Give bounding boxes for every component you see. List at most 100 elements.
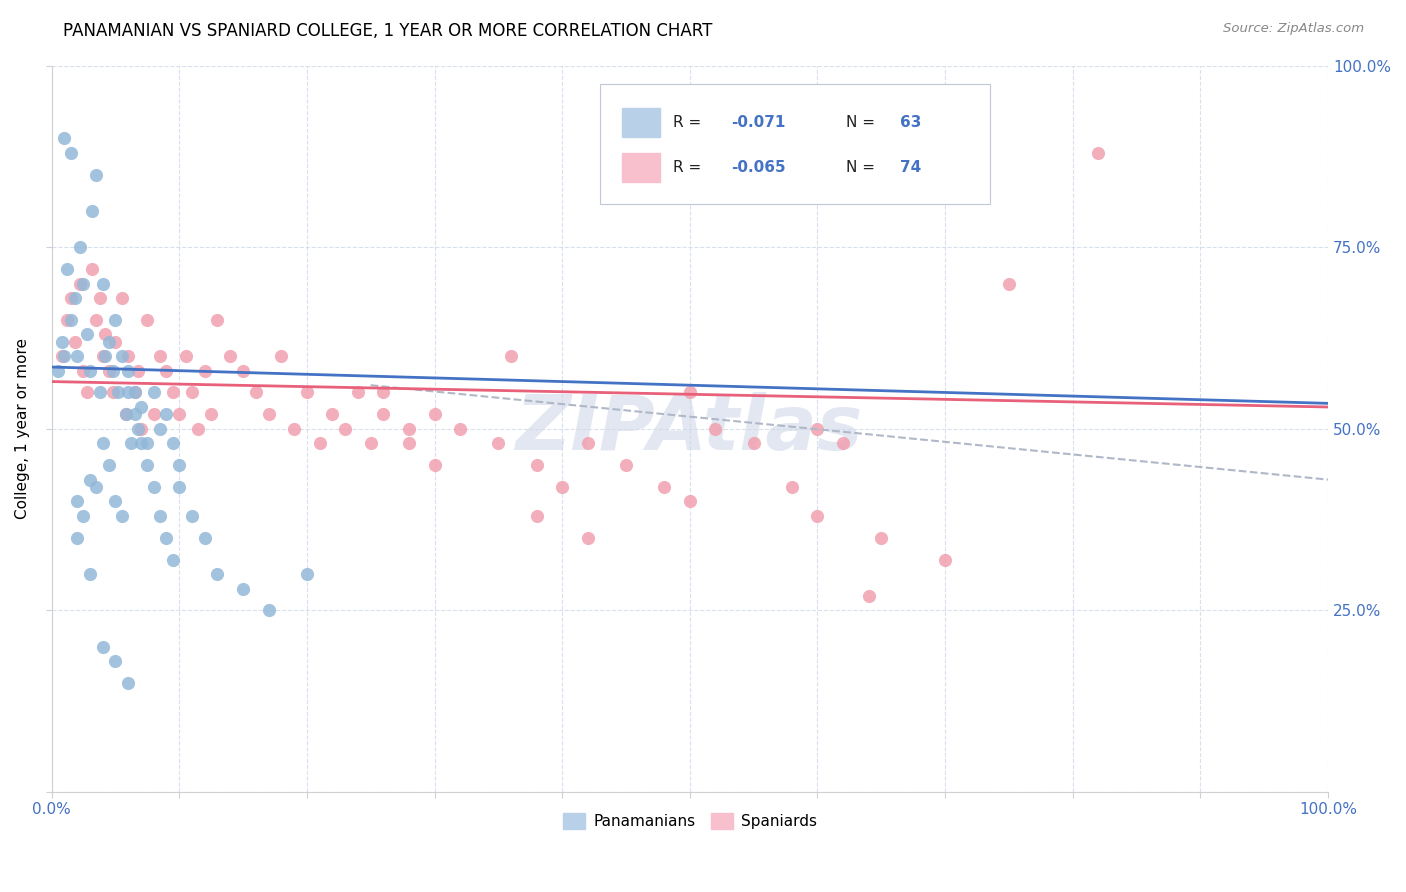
Point: [806, 422, 828, 436]
Point: [114, 407, 136, 421]
Point: [91, 349, 114, 363]
Point: [526, 508, 548, 523]
Point: [501, 349, 523, 363]
Point: [679, 385, 702, 400]
Point: [333, 422, 356, 436]
Point: [551, 480, 574, 494]
Point: [149, 349, 172, 363]
Point: [117, 676, 139, 690]
Point: [142, 385, 165, 400]
Text: 74: 74: [900, 160, 922, 175]
Point: [576, 436, 599, 450]
Point: [181, 508, 204, 523]
Point: [98, 364, 121, 378]
Point: [89, 291, 111, 305]
Point: [72, 364, 94, 378]
Point: [870, 531, 893, 545]
Point: [94, 349, 117, 363]
Point: [72, 508, 94, 523]
Point: [111, 349, 134, 363]
Point: [219, 349, 242, 363]
Point: [79, 364, 101, 378]
Point: [104, 313, 127, 327]
Text: R =: R =: [673, 115, 706, 129]
Point: [107, 385, 129, 400]
Point: [53, 131, 76, 145]
Text: ZIPAtlas: ZIPAtlas: [516, 392, 863, 466]
Point: [283, 422, 305, 436]
Point: [398, 422, 420, 436]
Point: [124, 385, 146, 400]
Point: [127, 364, 149, 378]
Point: [79, 473, 101, 487]
Point: [98, 458, 121, 472]
Point: [104, 654, 127, 668]
Point: [120, 436, 142, 450]
Point: [832, 436, 855, 450]
Point: [124, 407, 146, 421]
Point: [59, 291, 82, 305]
Point: [59, 145, 82, 160]
Point: [46, 364, 69, 378]
Text: Source: ZipAtlas.com: Source: ZipAtlas.com: [1223, 22, 1364, 36]
Point: [806, 508, 828, 523]
Point: [167, 458, 190, 472]
Point: [117, 364, 139, 378]
Text: N =: N =: [845, 160, 880, 175]
Point: [129, 436, 152, 450]
Text: 63: 63: [900, 115, 922, 129]
Point: [155, 364, 177, 378]
Point: [129, 400, 152, 414]
Point: [1087, 145, 1109, 160]
Point: [398, 436, 420, 450]
Point: [51, 334, 73, 349]
Point: [245, 385, 267, 400]
Bar: [623, 108, 661, 136]
Point: [155, 531, 177, 545]
Point: [129, 422, 152, 436]
Point: [63, 291, 86, 305]
Point: [679, 494, 702, 508]
Point: [63, 334, 86, 349]
Point: [270, 349, 292, 363]
Point: [614, 458, 637, 472]
Point: [162, 436, 184, 450]
Point: [79, 567, 101, 582]
Point: [101, 364, 124, 378]
Point: [127, 422, 149, 436]
Point: [51, 349, 73, 363]
Point: [117, 385, 139, 400]
Point: [56, 313, 79, 327]
Point: [360, 436, 382, 450]
Point: [84, 168, 107, 182]
Point: [94, 327, 117, 342]
Point: [101, 385, 124, 400]
Point: [111, 508, 134, 523]
Point: [295, 567, 318, 582]
Point: [207, 313, 229, 327]
Point: [704, 422, 727, 436]
Point: [104, 494, 127, 508]
Point: [72, 277, 94, 291]
Point: [142, 407, 165, 421]
Point: [308, 436, 330, 450]
Text: R =: R =: [673, 160, 706, 175]
Point: [200, 407, 222, 421]
Point: [347, 385, 370, 400]
Point: [155, 407, 177, 421]
Point: [56, 262, 79, 277]
Legend: Panamanians, Spaniards: Panamanians, Spaniards: [557, 807, 823, 835]
Text: N =: N =: [845, 115, 880, 129]
Point: [69, 277, 91, 291]
Point: [934, 552, 956, 566]
Point: [232, 582, 254, 596]
Point: [998, 277, 1021, 291]
Point: [149, 422, 172, 436]
Point: [59, 313, 82, 327]
Point: [69, 240, 91, 254]
Point: [373, 385, 395, 400]
Point: [136, 436, 159, 450]
Point: [149, 508, 172, 523]
Point: [117, 349, 139, 363]
Text: PANAMANIAN VS SPANIARD COLLEGE, 1 YEAR OR MORE CORRELATION CHART: PANAMANIAN VS SPANIARD COLLEGE, 1 YEAR O…: [63, 22, 713, 40]
